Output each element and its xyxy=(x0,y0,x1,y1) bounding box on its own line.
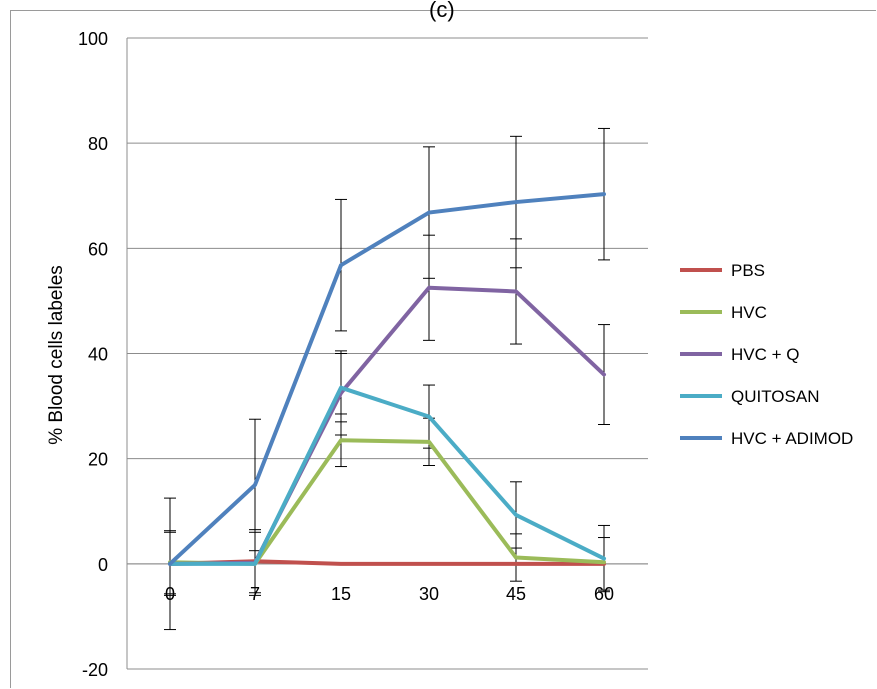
y-tick-label: 40 xyxy=(88,345,108,365)
legend-label: HVC + ADIMOD xyxy=(731,429,853,448)
y-tick-label: 100 xyxy=(78,29,108,49)
x-tick-label: 0 xyxy=(165,584,175,604)
legend: PBS HVC HVC + Q QUITOSAN HVC + ADIMOD xyxy=(680,261,853,448)
error-bars xyxy=(164,127,610,631)
chart-frame: (c) xyxy=(10,0,876,688)
x-tick-label: 30 xyxy=(419,584,439,604)
grid-lines xyxy=(127,37,648,670)
y-tick-label: -20 xyxy=(82,660,108,680)
series-lines xyxy=(168,192,606,566)
series-line-quitosan xyxy=(168,385,606,566)
legend-label: PBS xyxy=(731,261,765,280)
series-line-hvc-q xyxy=(168,285,606,566)
x-tick-label: 45 xyxy=(506,584,526,604)
legend-label: QUITOSAN xyxy=(731,387,819,406)
x-tick-label: 60 xyxy=(594,584,614,604)
series-line-hvc-adimod xyxy=(168,192,606,566)
legend-label: HVC + Q xyxy=(731,345,800,364)
y-axis-label: % Blood cells labeles xyxy=(46,265,67,445)
x-tick-label: 7 xyxy=(250,584,260,604)
x-tick-label: 15 xyxy=(331,584,351,604)
legend-label: HVC xyxy=(731,303,767,322)
chart-title-fragment: (c) xyxy=(429,0,455,22)
y-tick-label: 20 xyxy=(88,450,108,470)
y-tick-labels: 100 80 60 40 20 0 -20 xyxy=(78,29,108,680)
y-tick-label: 0 xyxy=(98,555,108,575)
y-tick-label: 80 xyxy=(88,134,108,154)
x-tick-labels: 0 7 15 30 45 60 xyxy=(165,584,614,604)
y-tick-label: 60 xyxy=(88,239,108,259)
